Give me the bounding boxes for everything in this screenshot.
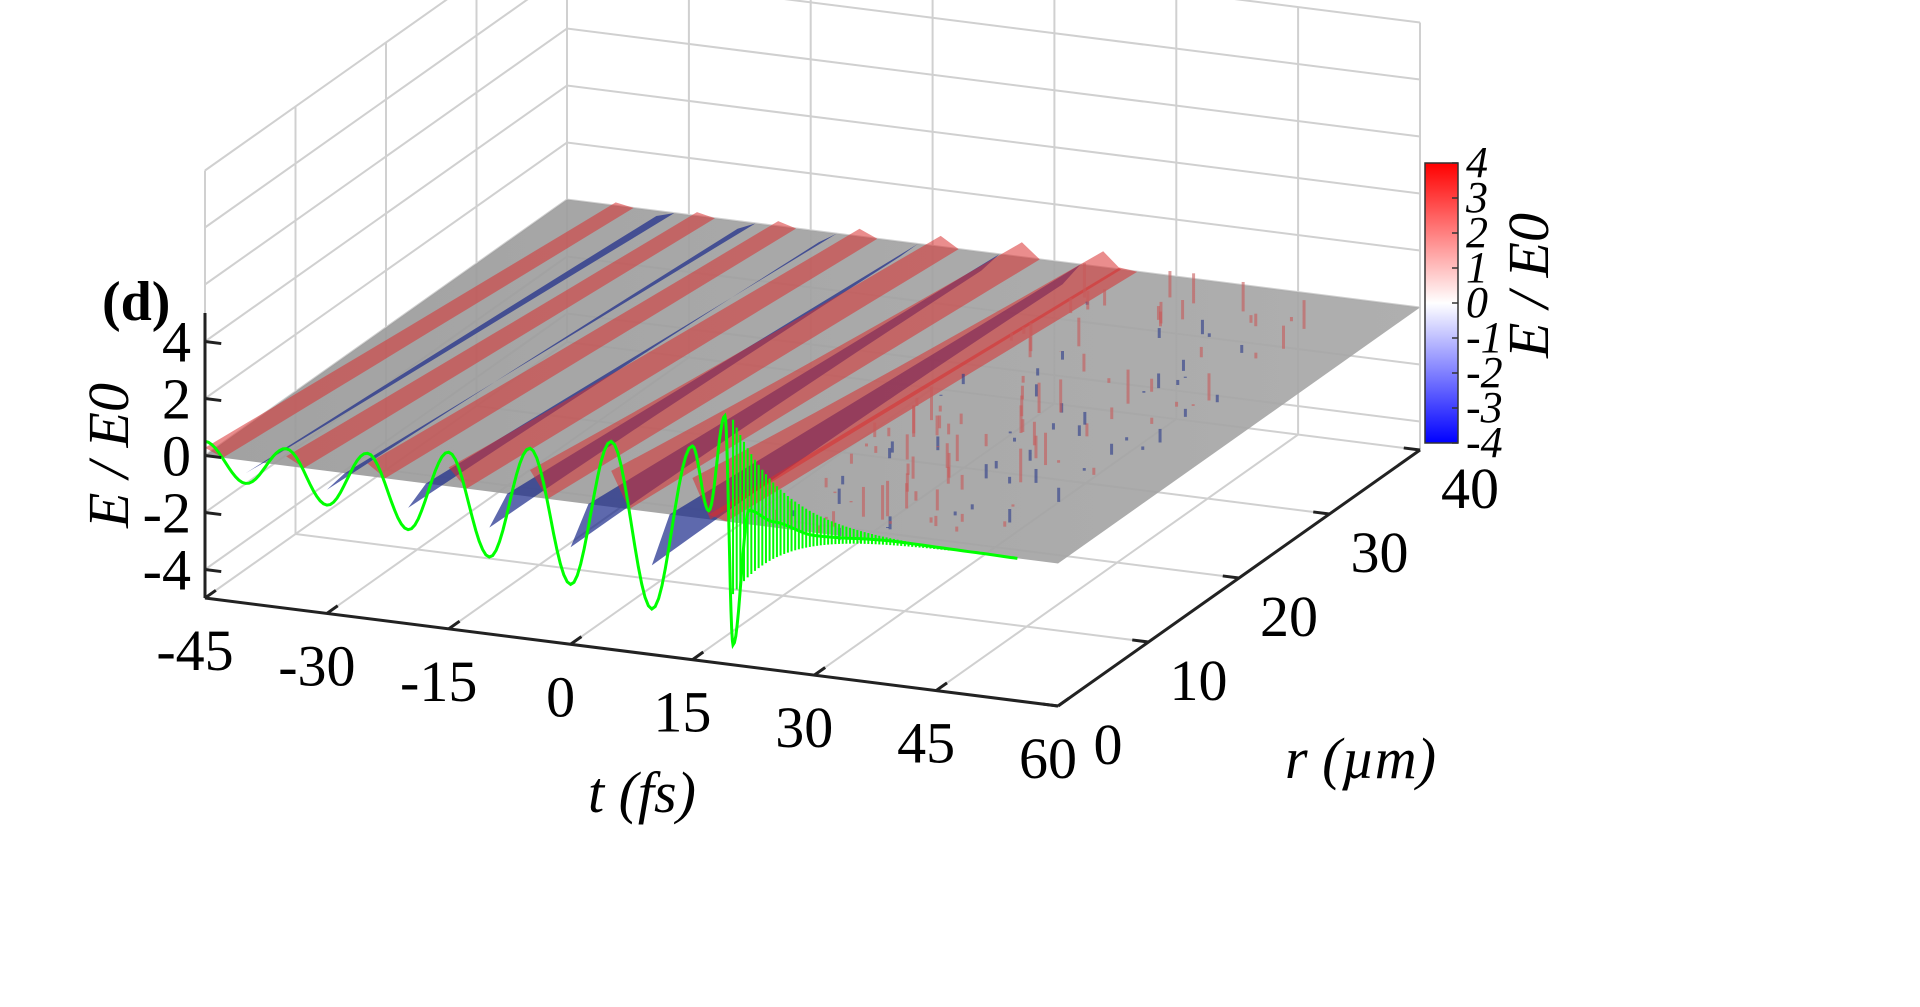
y-tick-label: 40 [1441, 456, 1499, 521]
y-tick-label: 20 [1260, 584, 1318, 649]
y-tick [1222, 574, 1240, 580]
x-tick-label: 15 [653, 680, 711, 745]
surface-trough [245, 213, 675, 474]
surface-trough [489, 243, 918, 528]
z-tick-label: -4 [143, 538, 191, 603]
x-tick [325, 604, 339, 615]
x-tick-label: -45 [156, 618, 233, 683]
colorbar-tick-label: 3 [1465, 173, 1488, 222]
colorbar-tick-label: -1 [1466, 313, 1503, 362]
z-tick [204, 568, 222, 574]
gridline-r [294, 106, 1149, 643]
x-tick-label: 60 [1019, 726, 1077, 791]
colorbar-tick-label: -3 [1466, 383, 1503, 432]
z-tick-label: 0 [162, 424, 191, 489]
x-axis-line [204, 596, 1059, 708]
series-line-on-axis [204, 412, 1018, 650]
field-surface [205, 199, 1420, 566]
colorbar-tick-label: -2 [1466, 348, 1503, 397]
gridline-e [204, 0, 1421, 172]
surface-ridge [367, 221, 797, 479]
x-tick-label: -30 [278, 633, 355, 698]
z-tick [204, 454, 222, 460]
gridline-e [204, 84, 1421, 343]
z-tick [204, 340, 222, 346]
y-tick-label: 10 [1170, 648, 1228, 713]
colorbar-tick-label: 0 [1466, 278, 1488, 327]
on-axis-field-curve [204, 412, 1018, 650]
panel-label: (d) [102, 271, 170, 333]
y-tick [1313, 510, 1330, 516]
x-tick [691, 650, 705, 661]
surface-ridge [205, 202, 634, 458]
surface-ridge [286, 212, 715, 468]
y-tick-label: 30 [1351, 520, 1409, 585]
z-tick [204, 397, 222, 403]
colorbar-tick-label: -4 [1466, 418, 1503, 467]
x-tick [569, 635, 583, 646]
x-tick [447, 619, 461, 631]
x-tick-label: 45 [897, 711, 955, 776]
x-tick [935, 681, 948, 692]
gridline-e [204, 141, 1421, 400]
x-tick [204, 589, 217, 600]
z-tick [204, 511, 222, 517]
colorbar-tick-label: 2 [1466, 208, 1488, 257]
z-tick-label: 2 [162, 367, 191, 432]
x-tick-label: -15 [400, 649, 477, 714]
x-tick-label: 30 [775, 695, 833, 760]
x-tick-label: 0 [546, 664, 575, 729]
surface-ridge [692, 251, 1121, 520]
gridline-e [204, 27, 1421, 286]
y-tick-label: 0 [1094, 712, 1123, 777]
y-tick [1041, 702, 1059, 708]
z-axis-label: E / E0 [76, 383, 141, 529]
colorbar-tick-label: 1 [1466, 243, 1488, 292]
y-tick [1132, 638, 1149, 644]
y-axis-label: r (µm) [1285, 726, 1436, 791]
y-tick [1403, 446, 1421, 452]
colorbar-label: E / E0 [1496, 213, 1561, 359]
x-tick [1057, 697, 1070, 708]
surface-ridge [530, 235, 959, 499]
z-tick-label: -2 [143, 481, 191, 546]
gridline-e [204, 0, 1421, 229]
colorbar-tick-label: 4 [1466, 138, 1488, 187]
surface-ridge [448, 228, 878, 489]
x-axis-label: t (fs) [588, 760, 696, 825]
z-tick-label: 4 [162, 310, 191, 375]
x-tick [813, 666, 827, 677]
